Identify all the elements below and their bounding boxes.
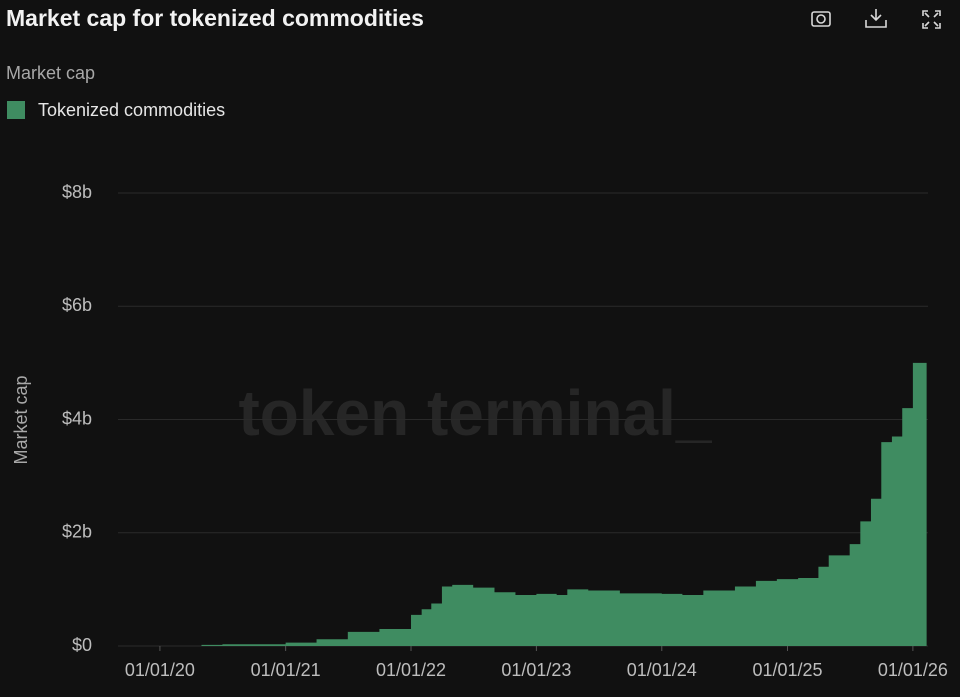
x-tick-label: 01/01/22 [376,660,446,680]
download-icon[interactable] [865,9,887,28]
y-tick-label: $2b [62,522,92,542]
x-tick-label: 01/01/21 [251,660,321,680]
area [159,300,927,646]
y-tick-label: $4b [62,408,92,428]
y-tick-label: $0 [72,635,92,655]
x-tick-label: 01/01/24 [627,660,697,680]
x-tick-label: 01/01/25 [752,660,822,680]
x-tick-label: 01/01/26 [878,660,948,680]
watermark: token terminal_ [238,377,712,449]
y-tick-label: $8b [62,182,92,202]
legend-swatch [7,101,25,119]
x-tick-label: 01/01/23 [501,660,571,680]
camera-icon[interactable] [811,11,831,27]
y-axis-label: Market cap [11,375,31,464]
y-tick-label: $6b [62,295,92,315]
legend-label: Tokenized commodities [38,100,225,120]
chart-title: Market cap for tokenized commodities [6,5,424,31]
expand-icon[interactable] [922,10,941,29]
x-tick-label: 01/01/20 [125,660,195,680]
subtitle: Market cap [6,63,95,83]
